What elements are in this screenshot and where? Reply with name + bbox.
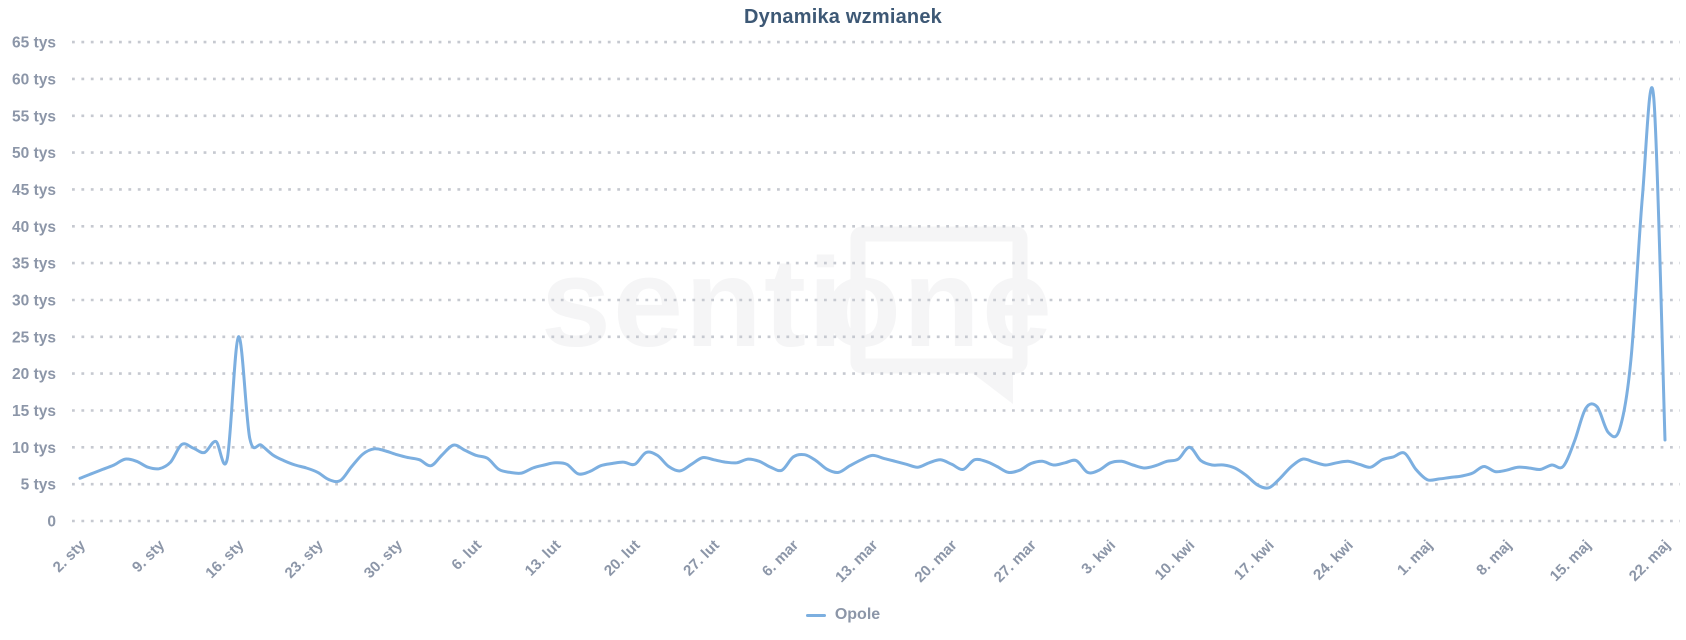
x-tick-label: 22. maj [1626,537,1674,585]
watermark-text-senti: senti [541,232,845,373]
x-tick-label: 15. maj [1547,537,1595,585]
series-line-opole [78,86,1667,490]
chart-title: Dynamika wzmianek [744,6,942,28]
x-tick-label: 13. lut [522,537,565,580]
watermark-bubble-tail [958,362,1013,404]
y-tick-label: 25 tys [12,329,56,346]
legend-series-label: Opole [834,606,881,623]
x-tick-label: 13. mar [832,537,881,586]
x-tick-label: 3. kwi [1078,537,1119,578]
y-tick-label: 10 tys [12,440,56,457]
x-tick-label: 6. mar [759,537,802,580]
y-tick-label: 35 tys [12,256,56,273]
x-tick-label: 6. lut [448,537,485,574]
x-tick-label: 27. lut [680,537,723,580]
x-tick-label: 17. kwi [1231,537,1278,584]
y-tick-label: 45 tys [12,182,56,199]
watermark-text-one: one [824,232,1054,373]
x-tick-label: 30. sty [361,536,407,582]
y-tick-label: 55 tys [12,108,56,125]
legend-line-swatch [805,613,826,617]
y-tick-label: 60 tys [12,71,56,88]
y-tick-label: 65 tys [12,35,56,52]
sentione-watermark: senti one [541,226,1054,404]
x-tick-label: 20. mar [911,537,960,586]
x-tick-label: 16. sty [202,536,248,582]
series-layer [78,86,1667,490]
x-tick-label: 10. kwi [1152,537,1199,584]
x-tick-label: 27. mar [991,537,1040,586]
watermark-bubble-box [850,226,1028,374]
y-tick-label: 0 [47,514,56,531]
x-tick-label: 8. maj [1473,537,1515,579]
y-tick-label: 5 tys [21,477,56,494]
x-tick-label: 24. kwi [1310,537,1357,584]
chart-plot-area: senti one 0 5 tys 10 tys 15 tys 20 tys 25 tys… [12,35,1680,586]
x-tick-label: 9. sty [129,536,169,576]
y-tick-label: 30 tys [12,293,56,310]
y-tick-label: 40 tys [12,219,56,236]
y-tick-label: 20 tys [12,366,56,383]
y-tick-label: 50 tys [12,145,56,162]
legend-item-opole[interactable]: Opole [0,602,1686,628]
x-tick-label: 2. sty [50,536,90,576]
x-tick-label: 23. sty [282,536,328,582]
y-tick-label: 15 tys [12,403,56,420]
x-tick-label: 1. maj [1394,537,1436,579]
x-tick-label: 20. lut [601,537,644,580]
